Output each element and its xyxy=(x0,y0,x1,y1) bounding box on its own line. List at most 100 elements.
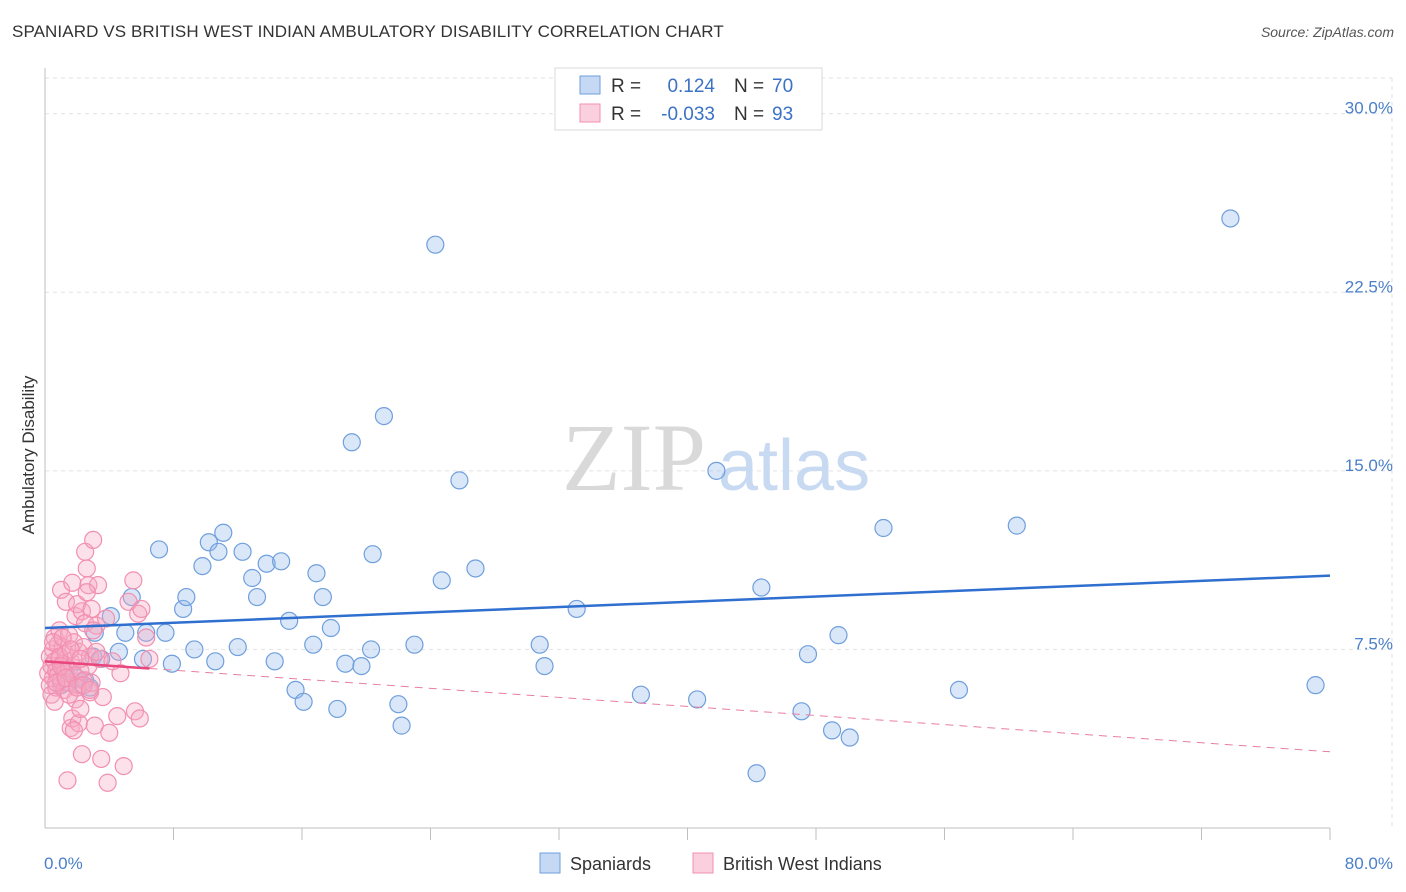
spaniard-point xyxy=(185,640,204,659)
spaniard-point xyxy=(156,623,175,642)
bwi-trend-extension xyxy=(149,667,1331,753)
spaniard-point xyxy=(243,568,262,588)
spaniard-point xyxy=(466,559,485,578)
spaniard-point xyxy=(798,645,818,664)
legend-r-value-2: -0.033 xyxy=(661,104,715,125)
spaniard-point xyxy=(265,652,284,671)
spaniard-point xyxy=(405,635,424,654)
spaniard-point xyxy=(432,571,451,590)
spaniard-point xyxy=(352,656,371,676)
bwi-point xyxy=(63,573,82,592)
legend-r-label-2: R = xyxy=(611,104,641,125)
bwi-trend-line xyxy=(44,660,150,670)
bwi-point xyxy=(61,640,80,659)
spaniard-point xyxy=(361,640,381,659)
bwi-point xyxy=(92,749,111,769)
y-axis-label: Ambulatory Disability xyxy=(19,375,38,534)
trend-lines xyxy=(44,574,1331,753)
spaniard-point xyxy=(752,578,771,597)
bwi-point xyxy=(98,773,117,792)
spaniard-point xyxy=(336,654,355,673)
spaniard-point xyxy=(530,635,549,654)
bwi-point xyxy=(47,673,66,692)
spaniard-point xyxy=(272,552,291,571)
spaniard-point xyxy=(1306,676,1325,695)
bwi-point xyxy=(88,576,108,595)
spaniard-point xyxy=(840,728,859,747)
bwi-point xyxy=(51,580,71,600)
y-tick-label: 15.0% xyxy=(1345,456,1393,475)
spaniard-point xyxy=(313,587,332,607)
legend-n-value-1: 70 xyxy=(772,76,793,97)
spaniard-point xyxy=(109,642,128,661)
bwi-point xyxy=(111,664,130,683)
bwi-point xyxy=(137,628,156,647)
spaniard-point xyxy=(304,635,323,654)
spaniard-point xyxy=(874,518,893,538)
legend-swatch-bwi xyxy=(579,103,601,123)
spaniard-point xyxy=(1007,516,1026,535)
bottom-legend-swatch-spaniards xyxy=(539,852,561,874)
spaniard-point xyxy=(707,461,726,480)
spaniard-point xyxy=(177,587,196,607)
spaniard-point xyxy=(257,554,276,573)
watermark-atlas: atlas xyxy=(718,426,870,506)
bwi-point xyxy=(132,599,151,619)
spaniard-point xyxy=(342,433,361,452)
axes xyxy=(44,68,1331,840)
y-tick-label: 7.5% xyxy=(1354,634,1393,653)
spaniard-point xyxy=(233,542,252,561)
bottom-legend-bwi: British West Indians xyxy=(723,854,882,874)
chart-title: SPANIARD VS BRITISH WEST INDIAN AMBULATO… xyxy=(12,22,724,41)
spaniard-point xyxy=(209,542,228,561)
bwi-point xyxy=(85,716,104,735)
spaniard-point xyxy=(392,716,411,735)
bwi-point xyxy=(100,723,119,742)
spaniard-point xyxy=(949,680,969,700)
spaniard-point xyxy=(450,471,469,490)
spaniard-point xyxy=(688,690,707,709)
spaniard-point xyxy=(199,533,218,552)
bwi-point xyxy=(79,576,98,595)
bwi-point xyxy=(77,559,96,578)
watermark-zip: ZIP xyxy=(562,404,706,511)
spaniard-point xyxy=(374,406,394,426)
spaniard-point xyxy=(822,721,842,740)
bwi-point xyxy=(45,692,64,711)
bwi-point xyxy=(82,599,101,619)
bwi-point xyxy=(58,771,77,790)
bwi-point xyxy=(77,583,96,602)
spaniard-point xyxy=(747,764,766,783)
spaniard-point xyxy=(214,523,233,542)
bottom-legend-swatch-bwi xyxy=(692,852,714,874)
bwi-point xyxy=(96,609,116,628)
spaniard-point xyxy=(389,695,408,714)
bwi-point xyxy=(87,642,106,661)
legend-n-label-1: N = xyxy=(734,76,764,97)
spaniard-point xyxy=(1221,209,1240,228)
legend-swatch-spaniards xyxy=(579,75,601,95)
spaniard-point xyxy=(426,235,445,254)
y-tick-label: 30.0% xyxy=(1345,99,1393,118)
spaniard-point xyxy=(228,637,247,657)
spaniard-point xyxy=(206,652,225,671)
bwi-point xyxy=(56,592,75,611)
bwi-point xyxy=(130,709,149,728)
bwi-point xyxy=(71,699,90,719)
spaniard-point xyxy=(328,699,347,719)
spaniard-point xyxy=(162,654,181,673)
spaniard-point xyxy=(294,692,313,711)
bottom-legend-spaniards: Spaniards xyxy=(570,854,651,874)
legend-r-value-1: 0.124 xyxy=(667,76,715,97)
bwi-point xyxy=(84,621,103,640)
bwi-point xyxy=(124,571,143,590)
spaniard-point xyxy=(247,587,267,607)
spaniard-point xyxy=(567,599,586,619)
legend: R = 0.124 N = 70 R = -0.033 N = 93 xyxy=(554,67,823,131)
bwi-point xyxy=(80,680,100,700)
bwi-point xyxy=(108,706,127,726)
bwi-point xyxy=(140,649,159,669)
spaniard-trend-line xyxy=(44,574,1331,630)
bwi-point xyxy=(84,530,103,550)
